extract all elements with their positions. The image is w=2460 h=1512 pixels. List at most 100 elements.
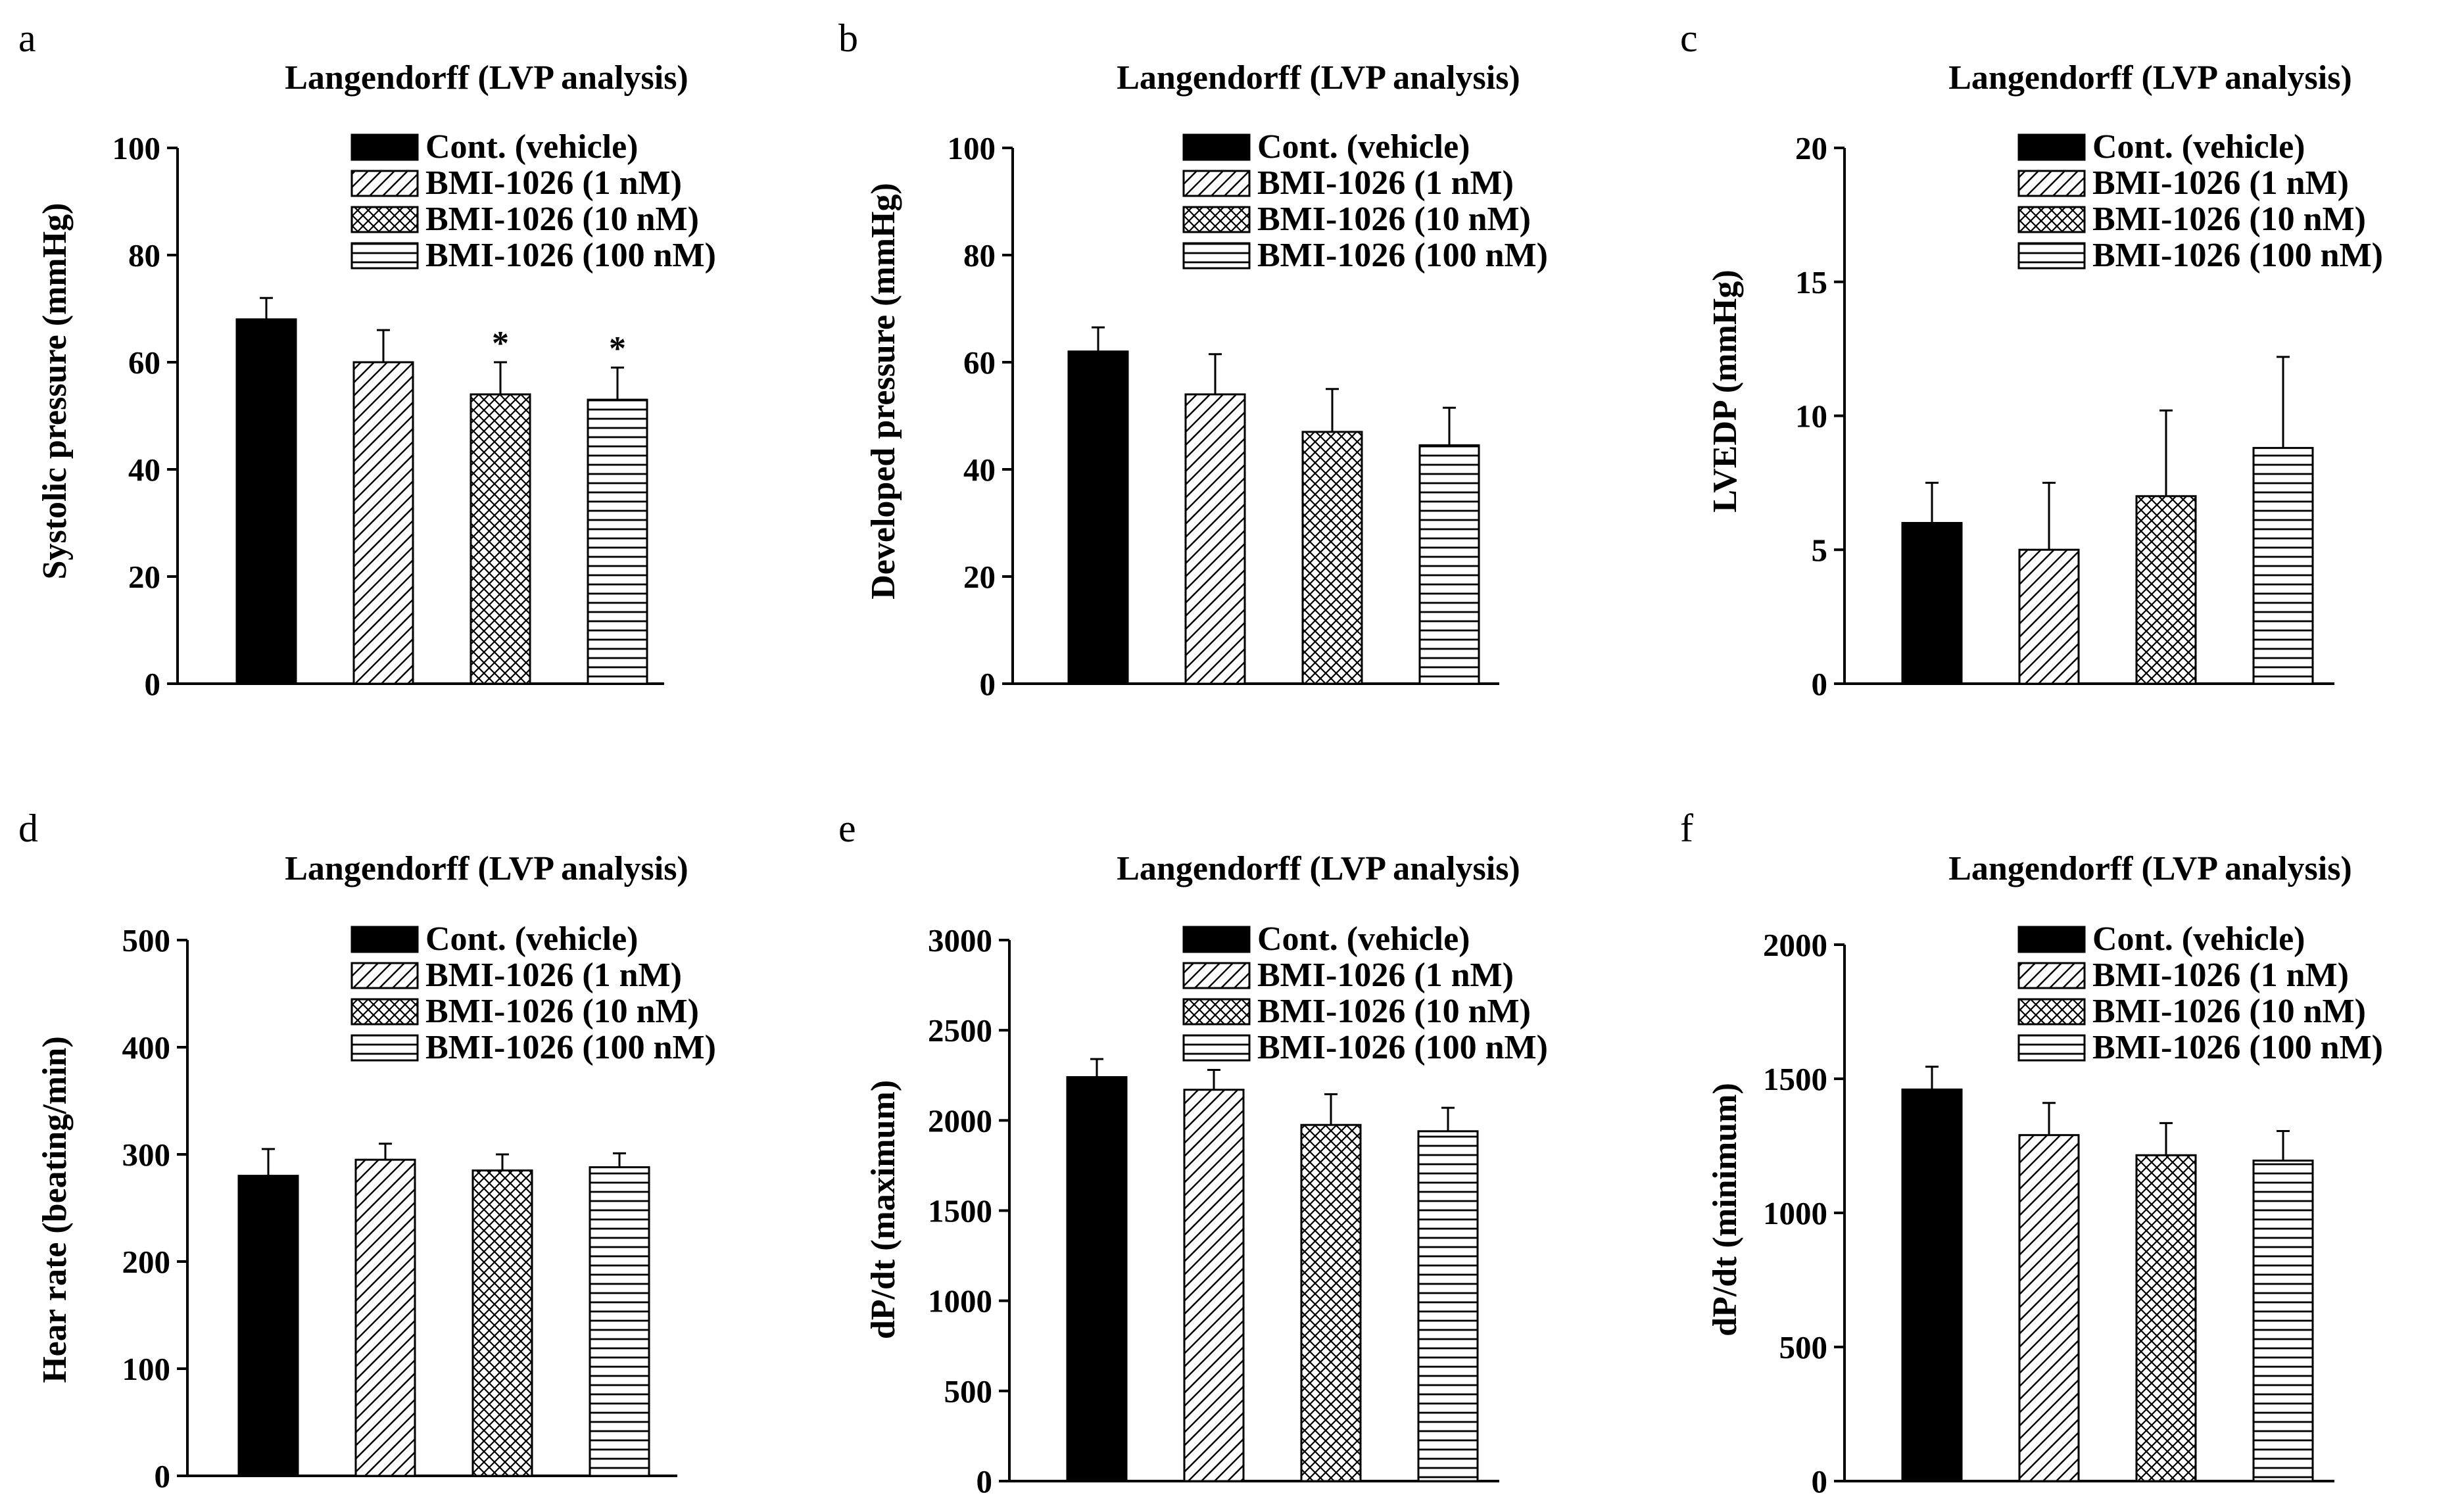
significance-marker: * (609, 330, 626, 367)
y-tick-label: 2000 (928, 1102, 992, 1139)
panel-letter: a (18, 16, 36, 60)
legend-swatch (1182, 926, 1251, 953)
bar (237, 1175, 299, 1477)
legend-label: BMI-1026 (100 nM) (2092, 1029, 2383, 1066)
legend-swatch (1182, 242, 1251, 270)
panel-d: d Langendorff (LVP analysis) Hear rate (… (18, 807, 716, 1494)
panel-a: a Langendorff (LVP analysis) Systolic pr… (18, 16, 716, 702)
legend-label: BMI-1026 (10 nM) (425, 201, 699, 238)
y-axis-label: Hear rate (beating/min) (36, 1036, 74, 1383)
y-tick-label: 60 (963, 344, 996, 381)
legend-label: BMI-1026 (1 nM) (2092, 957, 2349, 994)
bar (589, 1166, 650, 1477)
panel-b: b Langendorff (LVP analysis) Developed p… (838, 16, 1548, 702)
y-tick-label: 100 (948, 130, 996, 166)
y-tick-label: 1500 (1763, 1061, 1827, 1097)
chart-title: Langendorff (LVP analysis) (1117, 59, 1520, 97)
y-tick-label: 200 (122, 1244, 171, 1280)
bar (1901, 1088, 1963, 1482)
legend-swatch (1182, 998, 1251, 1026)
legend-swatch (350, 206, 419, 233)
legend-label: BMI-1026 (10 nM) (2092, 201, 2366, 238)
y-tick-label: 400 (122, 1029, 171, 1066)
bar (2135, 1154, 2197, 1482)
legend-label: BMI-1026 (1 nM) (425, 164, 682, 202)
legend-label: BMI-1026 (10 nM) (2092, 993, 2366, 1030)
bar (1301, 431, 1363, 685)
y-tick-label: 500 (1779, 1329, 1828, 1365)
legend-swatch (1182, 133, 1251, 161)
y-tick-label: 80 (963, 237, 996, 273)
legend-swatch (2017, 242, 2086, 270)
chart-title: Langendorff (LVP analysis) (285, 59, 688, 97)
legend-swatch (2017, 170, 2086, 197)
bar (235, 318, 297, 685)
y-tick-label: 2000 (1763, 927, 1827, 963)
legend-label: Cont. (vehicle) (2092, 128, 2305, 166)
y-tick-label: 40 (963, 452, 996, 488)
panel-letter: b (838, 16, 858, 60)
bar (2018, 548, 2080, 685)
bar (2018, 1134, 2080, 1482)
legend-swatch (350, 1034, 419, 1062)
bar (1901, 522, 1963, 685)
chart-title: Langendorff (LVP analysis) (1948, 59, 2352, 97)
legend-label: BMI-1026 (100 nM) (1257, 237, 1548, 274)
legend-label: BMI-1026 (1 nM) (1257, 957, 1514, 994)
bar (1066, 1075, 1128, 1482)
legend-label: BMI-1026 (100 nM) (425, 237, 716, 274)
legend-label: Cont. (vehicle) (1257, 128, 1470, 166)
bar (1417, 1130, 1479, 1482)
y-tick-label: 40 (128, 452, 160, 488)
bar (587, 398, 648, 685)
bar (1300, 1123, 1362, 1482)
legend-swatch (2017, 133, 2086, 161)
legend-swatch (2017, 962, 2086, 989)
panel-letter: d (18, 807, 38, 850)
y-axis-label: Systolic pressure (mmHg) (36, 203, 74, 580)
y-tick-label: 10 (1795, 398, 1827, 435)
legend-swatch (350, 170, 419, 197)
legend-label: BMI-1026 (10 nM) (1257, 993, 1531, 1030)
legend-label: Cont. (vehicle) (2092, 920, 2305, 958)
y-tick-label: 0 (977, 1463, 993, 1500)
bar (471, 1169, 533, 1477)
legend-label: BMI-1026 (100 nM) (425, 1029, 716, 1066)
y-tick-label: 20 (963, 559, 996, 595)
chart-title: Langendorff (LVP analysis) (285, 850, 688, 887)
legend-label: BMI-1026 (1 nM) (425, 957, 682, 994)
y-tick-label: 300 (122, 1137, 171, 1173)
legend-swatch (350, 962, 419, 989)
bar (2252, 446, 2314, 685)
y-tick-label: 500 (944, 1373, 993, 1409)
panel-letter: f (1680, 807, 1693, 850)
y-tick-label: 2500 (928, 1012, 992, 1049)
panel-e: e Langendorff (LVP analysis) dP/dt (maxi… (838, 807, 1548, 1500)
y-axis-label: dP/dt (minimum) (1706, 1083, 1744, 1336)
panel-f: f Langendorff (LVP analysis) dP/dt (mini… (1680, 807, 2383, 1500)
legend-label: BMI-1026 (1 nM) (2092, 164, 2349, 202)
y-tick-label: 3000 (928, 922, 992, 958)
legend-swatch (1182, 1034, 1251, 1062)
bar (1067, 350, 1129, 685)
y-tick-label: 1000 (928, 1283, 992, 1319)
y-axis-label: LVEDP (mmHg) (1706, 270, 1744, 512)
legend-label: BMI-1026 (1 nM) (1257, 164, 1514, 202)
panel-letter: c (1680, 16, 1698, 60)
y-tick-label: 15 (1795, 264, 1827, 300)
bar (354, 1158, 416, 1477)
y-tick-label: 0 (145, 666, 161, 702)
legend-label: BMI-1026 (10 nM) (425, 993, 699, 1030)
legend-label: Cont. (vehicle) (425, 128, 638, 166)
legend-swatch (1182, 962, 1251, 989)
bar (1184, 393, 1246, 685)
y-tick-label: 0 (1812, 666, 1828, 702)
y-tick-label: 0 (1812, 1463, 1828, 1500)
bar (2135, 495, 2197, 685)
y-tick-label: 5 (1812, 532, 1828, 568)
y-tick-label: 80 (128, 237, 160, 273)
legend-label: Cont. (vehicle) (425, 920, 638, 958)
y-tick-label: 100 (122, 1351, 171, 1387)
panel-c: c Langendorff (LVP analysis) LVEDP (mmHg… (1680, 16, 2383, 702)
